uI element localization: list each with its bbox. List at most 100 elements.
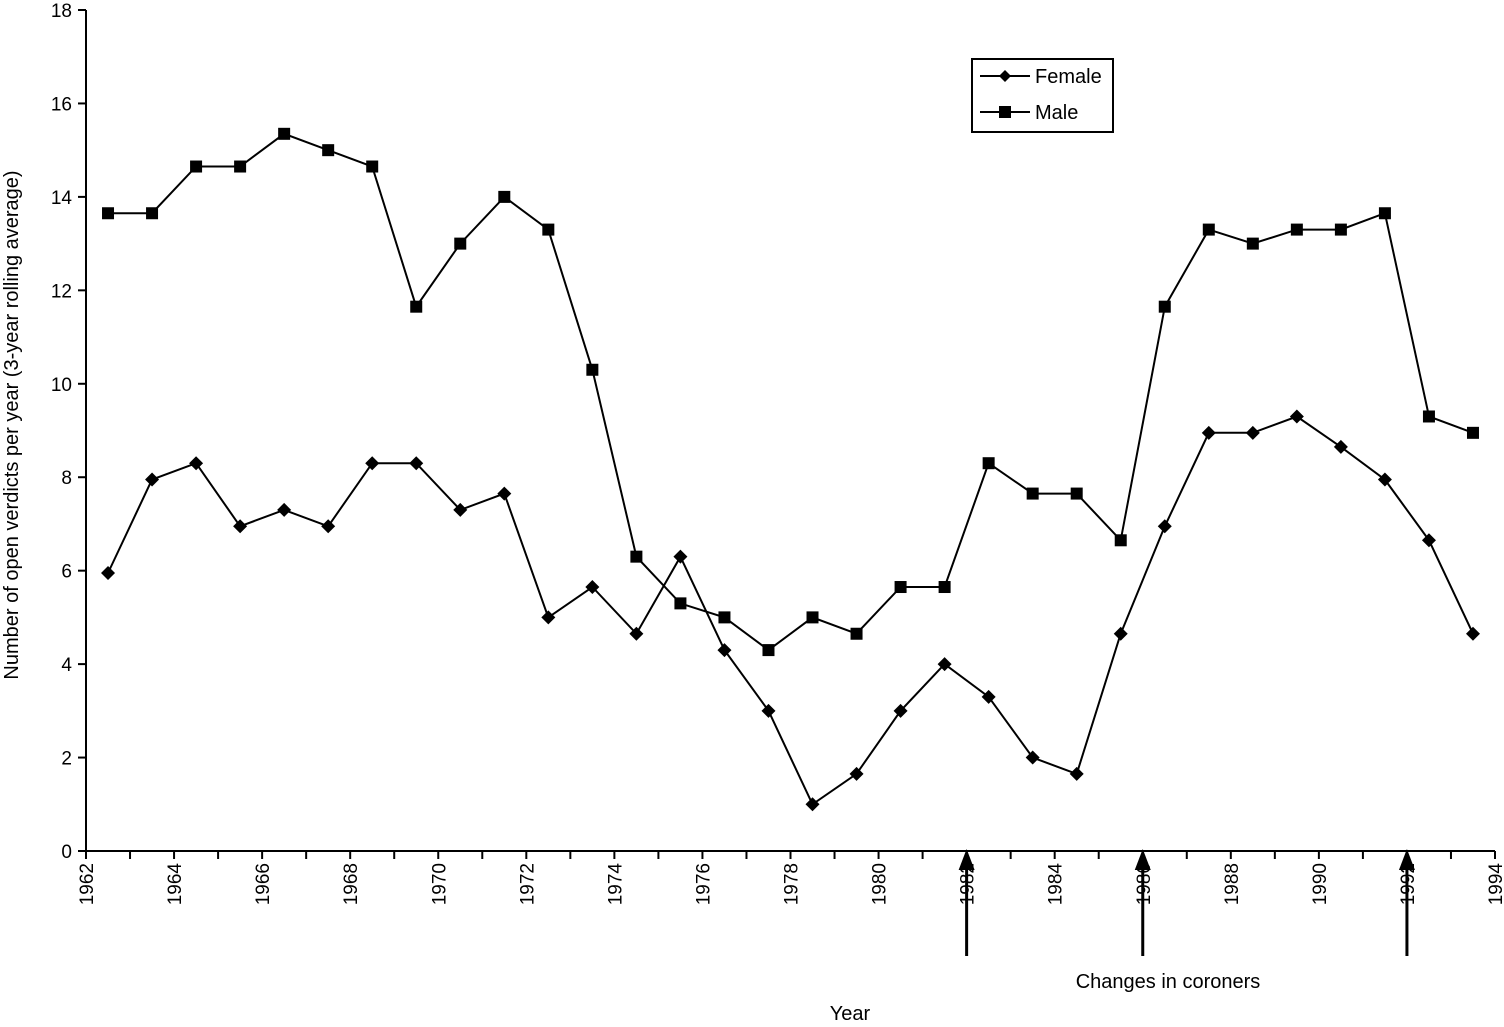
x-tick-label: 1964: [165, 863, 186, 906]
data-point-male: [718, 611, 731, 624]
data-point-female: [673, 549, 688, 564]
x-tick-label: 1970: [429, 863, 450, 905]
data-point-female: [585, 580, 600, 595]
x-tick-label: 1988: [1222, 863, 1243, 905]
y-tick-label: 6: [61, 562, 72, 583]
data-point-male: [850, 627, 863, 640]
x-tick-label: 1968: [341, 863, 362, 905]
x-tick-label: 1978: [782, 863, 803, 905]
data-point-female: [1025, 750, 1040, 765]
data-point-male: [586, 363, 599, 376]
data-point-female: [497, 486, 512, 501]
data-point-male: [322, 144, 335, 157]
data-point-male: [894, 581, 907, 594]
series-group: [101, 127, 1480, 812]
data-point-female: [1377, 472, 1392, 487]
data-point-female: [277, 502, 292, 517]
data-point-female: [1465, 626, 1480, 641]
x-tick-label: 1972: [517, 863, 538, 905]
data-point-female: [805, 797, 820, 812]
data-point-female: [233, 519, 248, 534]
data-point-male: [1422, 410, 1435, 423]
data-point-male: [938, 581, 951, 594]
data-point-male: [234, 160, 247, 173]
axes: [85, 10, 1495, 852]
data-point-male: [1246, 237, 1259, 250]
legend-item-male: Male: [980, 102, 1078, 124]
legend-box: [971, 58, 1114, 133]
data-point-female: [541, 610, 556, 625]
data-point-female: [1069, 766, 1084, 781]
data-point-female: [1421, 533, 1436, 548]
x-tick-label: 1980: [870, 863, 891, 905]
data-point-female: [629, 626, 644, 641]
series-male: [102, 127, 1479, 657]
data-point-female: [145, 472, 160, 487]
data-point-male: [1114, 534, 1127, 547]
arrow-head-icon: [958, 849, 975, 870]
data-point-male: [542, 223, 555, 236]
series-line-female: [107, 415, 1474, 806]
y-tick-label: 16: [51, 94, 72, 115]
legend-item-female: Female: [980, 66, 1102, 88]
data-point-female: [1201, 425, 1216, 440]
legend-label-female: Female: [1035, 66, 1102, 88]
data-point-male: [366, 160, 379, 173]
data-point-female: [1289, 409, 1304, 424]
data-point-female: [717, 643, 732, 658]
y-tick-label: 4: [61, 655, 72, 676]
y-tick-label: 0: [61, 842, 72, 863]
data-point-male: [630, 550, 643, 563]
data-point-male: [1334, 223, 1347, 236]
data-point-male: [102, 207, 115, 220]
x-tick-label: 1994: [1486, 863, 1504, 906]
y-tick-label: 12: [51, 281, 72, 302]
series-line-male: [108, 132, 1474, 652]
y-axis-label: Number of open verdicts per year (3-year…: [1, 170, 23, 679]
data-point-female: [937, 657, 952, 672]
coroner-change-arrow: [1134, 849, 1151, 956]
data-point-male: [982, 457, 995, 470]
data-point-female: [453, 502, 468, 517]
y-tick-label: 14: [51, 188, 73, 209]
x-tick-label: 1984: [1046, 863, 1067, 906]
x-tick-label: 1966: [253, 863, 274, 905]
data-point-female: [981, 689, 996, 704]
data-point-male: [1026, 487, 1039, 500]
x-tick-label: 1990: [1310, 863, 1331, 905]
legend-label-male: Male: [1035, 102, 1078, 124]
data-point-female: [189, 456, 204, 471]
x-tick-label: 1962: [77, 863, 98, 905]
y-axis-ticks: 0 2 4 6 8 10 12 14 16 18: [51, 1, 86, 863]
data-point-male: [1158, 300, 1171, 313]
data-point-female: [893, 703, 908, 718]
x-tick-label: 1974: [605, 863, 626, 906]
data-point-male: [190, 160, 203, 173]
data-point-male: [1202, 223, 1215, 236]
x-tick-label: 1976: [693, 863, 714, 905]
y-tick-label: 2: [61, 749, 72, 770]
coroner-change-arrow: [1398, 849, 1415, 956]
data-point-male: [410, 300, 423, 313]
data-point-male: [806, 611, 819, 624]
data-point-male: [278, 127, 291, 140]
data-point-female: [1113, 626, 1128, 641]
data-point-male: [1070, 487, 1083, 500]
series-female: [101, 409, 1480, 812]
data-point-male: [1290, 223, 1303, 236]
annotations: [958, 849, 1415, 956]
data-point-male: [454, 237, 467, 250]
data-point-male: [1378, 207, 1391, 220]
y-tick-label: 8: [61, 468, 72, 489]
data-point-female: [101, 566, 116, 581]
data-point-female: [1245, 425, 1260, 440]
data-point-female: [1333, 439, 1348, 454]
square-marker-icon: [999, 106, 1011, 118]
data-point-male: [762, 644, 775, 657]
data-point-female: [321, 519, 336, 534]
y-tick-label: 10: [51, 375, 72, 396]
arrow-head-icon: [1398, 849, 1415, 870]
data-point-male: [674, 597, 687, 610]
